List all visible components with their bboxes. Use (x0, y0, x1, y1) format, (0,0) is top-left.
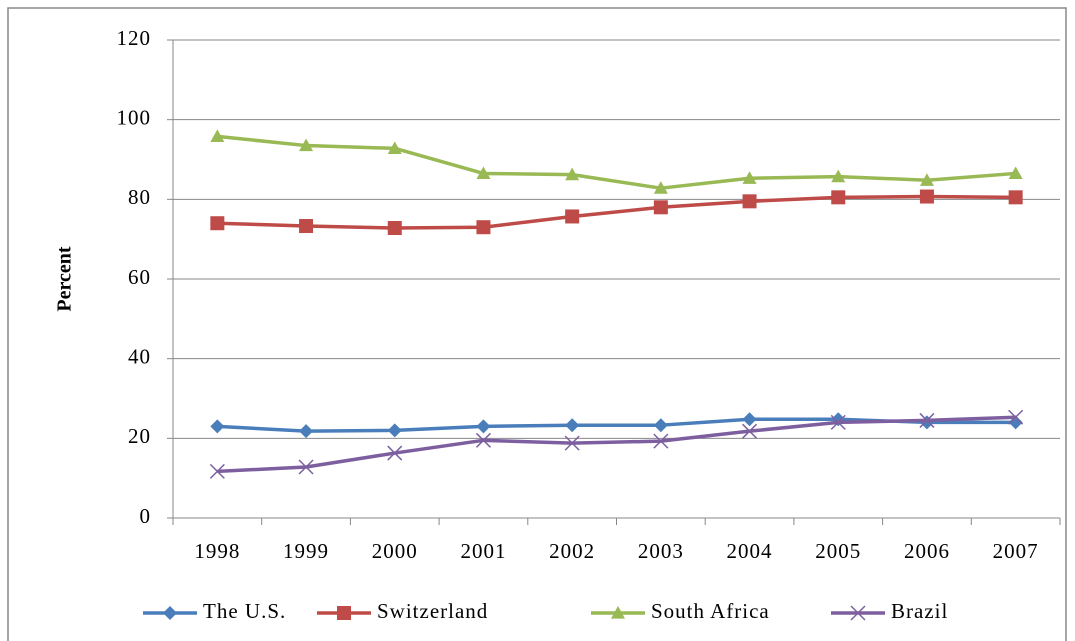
x-tick-label: 2007 (993, 539, 1039, 563)
marker (210, 129, 225, 142)
marker (337, 606, 351, 620)
marker (387, 445, 403, 461)
marker (919, 173, 934, 186)
marker (742, 194, 757, 209)
y-axis-label: Percent (54, 246, 76, 311)
legend-label: South Africa (651, 599, 770, 623)
marker (475, 432, 491, 448)
marker (565, 209, 580, 224)
legend-label: Brazil (891, 599, 948, 623)
x-tick-label: 1999 (283, 539, 329, 563)
marker (565, 418, 580, 433)
marker (387, 141, 402, 154)
marker (210, 419, 225, 434)
legend-label: The U.S. (203, 599, 286, 623)
marker (653, 433, 669, 449)
marker (1008, 166, 1023, 180)
y-tick-label: 40 (128, 344, 151, 368)
marker (653, 200, 668, 215)
series-line (217, 415, 1016, 474)
marker (653, 181, 668, 194)
series-line (217, 194, 1016, 230)
marker (298, 459, 314, 475)
marker (742, 412, 757, 427)
marker (919, 189, 934, 204)
chart-border (7, 7, 1067, 641)
x-tick-label: 2006 (904, 539, 950, 563)
marker (210, 216, 225, 231)
marker (653, 418, 668, 433)
marker (299, 424, 314, 439)
marker (919, 412, 935, 428)
marker (476, 166, 491, 180)
series-line (217, 134, 1016, 190)
marker (476, 419, 491, 434)
marker (1008, 190, 1023, 205)
marker (299, 138, 314, 152)
marker (387, 423, 402, 438)
marker (299, 219, 314, 234)
marker (611, 606, 625, 619)
y-tick-label: 60 (128, 265, 151, 289)
marker (209, 463, 225, 479)
marker (387, 221, 402, 236)
y-tick-label: 120 (117, 26, 152, 50)
marker (1008, 409, 1024, 425)
legend-label: Switzerland (377, 599, 488, 623)
marker (163, 606, 177, 620)
x-tick-label: 2002 (549, 539, 595, 563)
marker (476, 220, 491, 235)
marker (742, 171, 757, 184)
y-tick-label: 20 (128, 424, 151, 448)
y-tick-label: 100 (117, 105, 152, 129)
marker (564, 435, 580, 451)
marker (830, 414, 846, 430)
marker (565, 167, 580, 181)
marker (831, 190, 846, 205)
y-tick-label: 80 (128, 185, 151, 209)
x-tick-label: 2000 (372, 539, 418, 563)
x-tick-label: 2005 (815, 539, 861, 563)
marker (850, 605, 866, 621)
marker (831, 169, 846, 183)
x-tick-label: 2001 (460, 539, 506, 563)
marker (742, 423, 758, 439)
x-tick-label: 2004 (727, 539, 773, 563)
x-tick-label: 2003 (638, 539, 684, 563)
x-tick-label: 1998 (194, 539, 240, 563)
y-tick-label: 0 (140, 504, 152, 528)
